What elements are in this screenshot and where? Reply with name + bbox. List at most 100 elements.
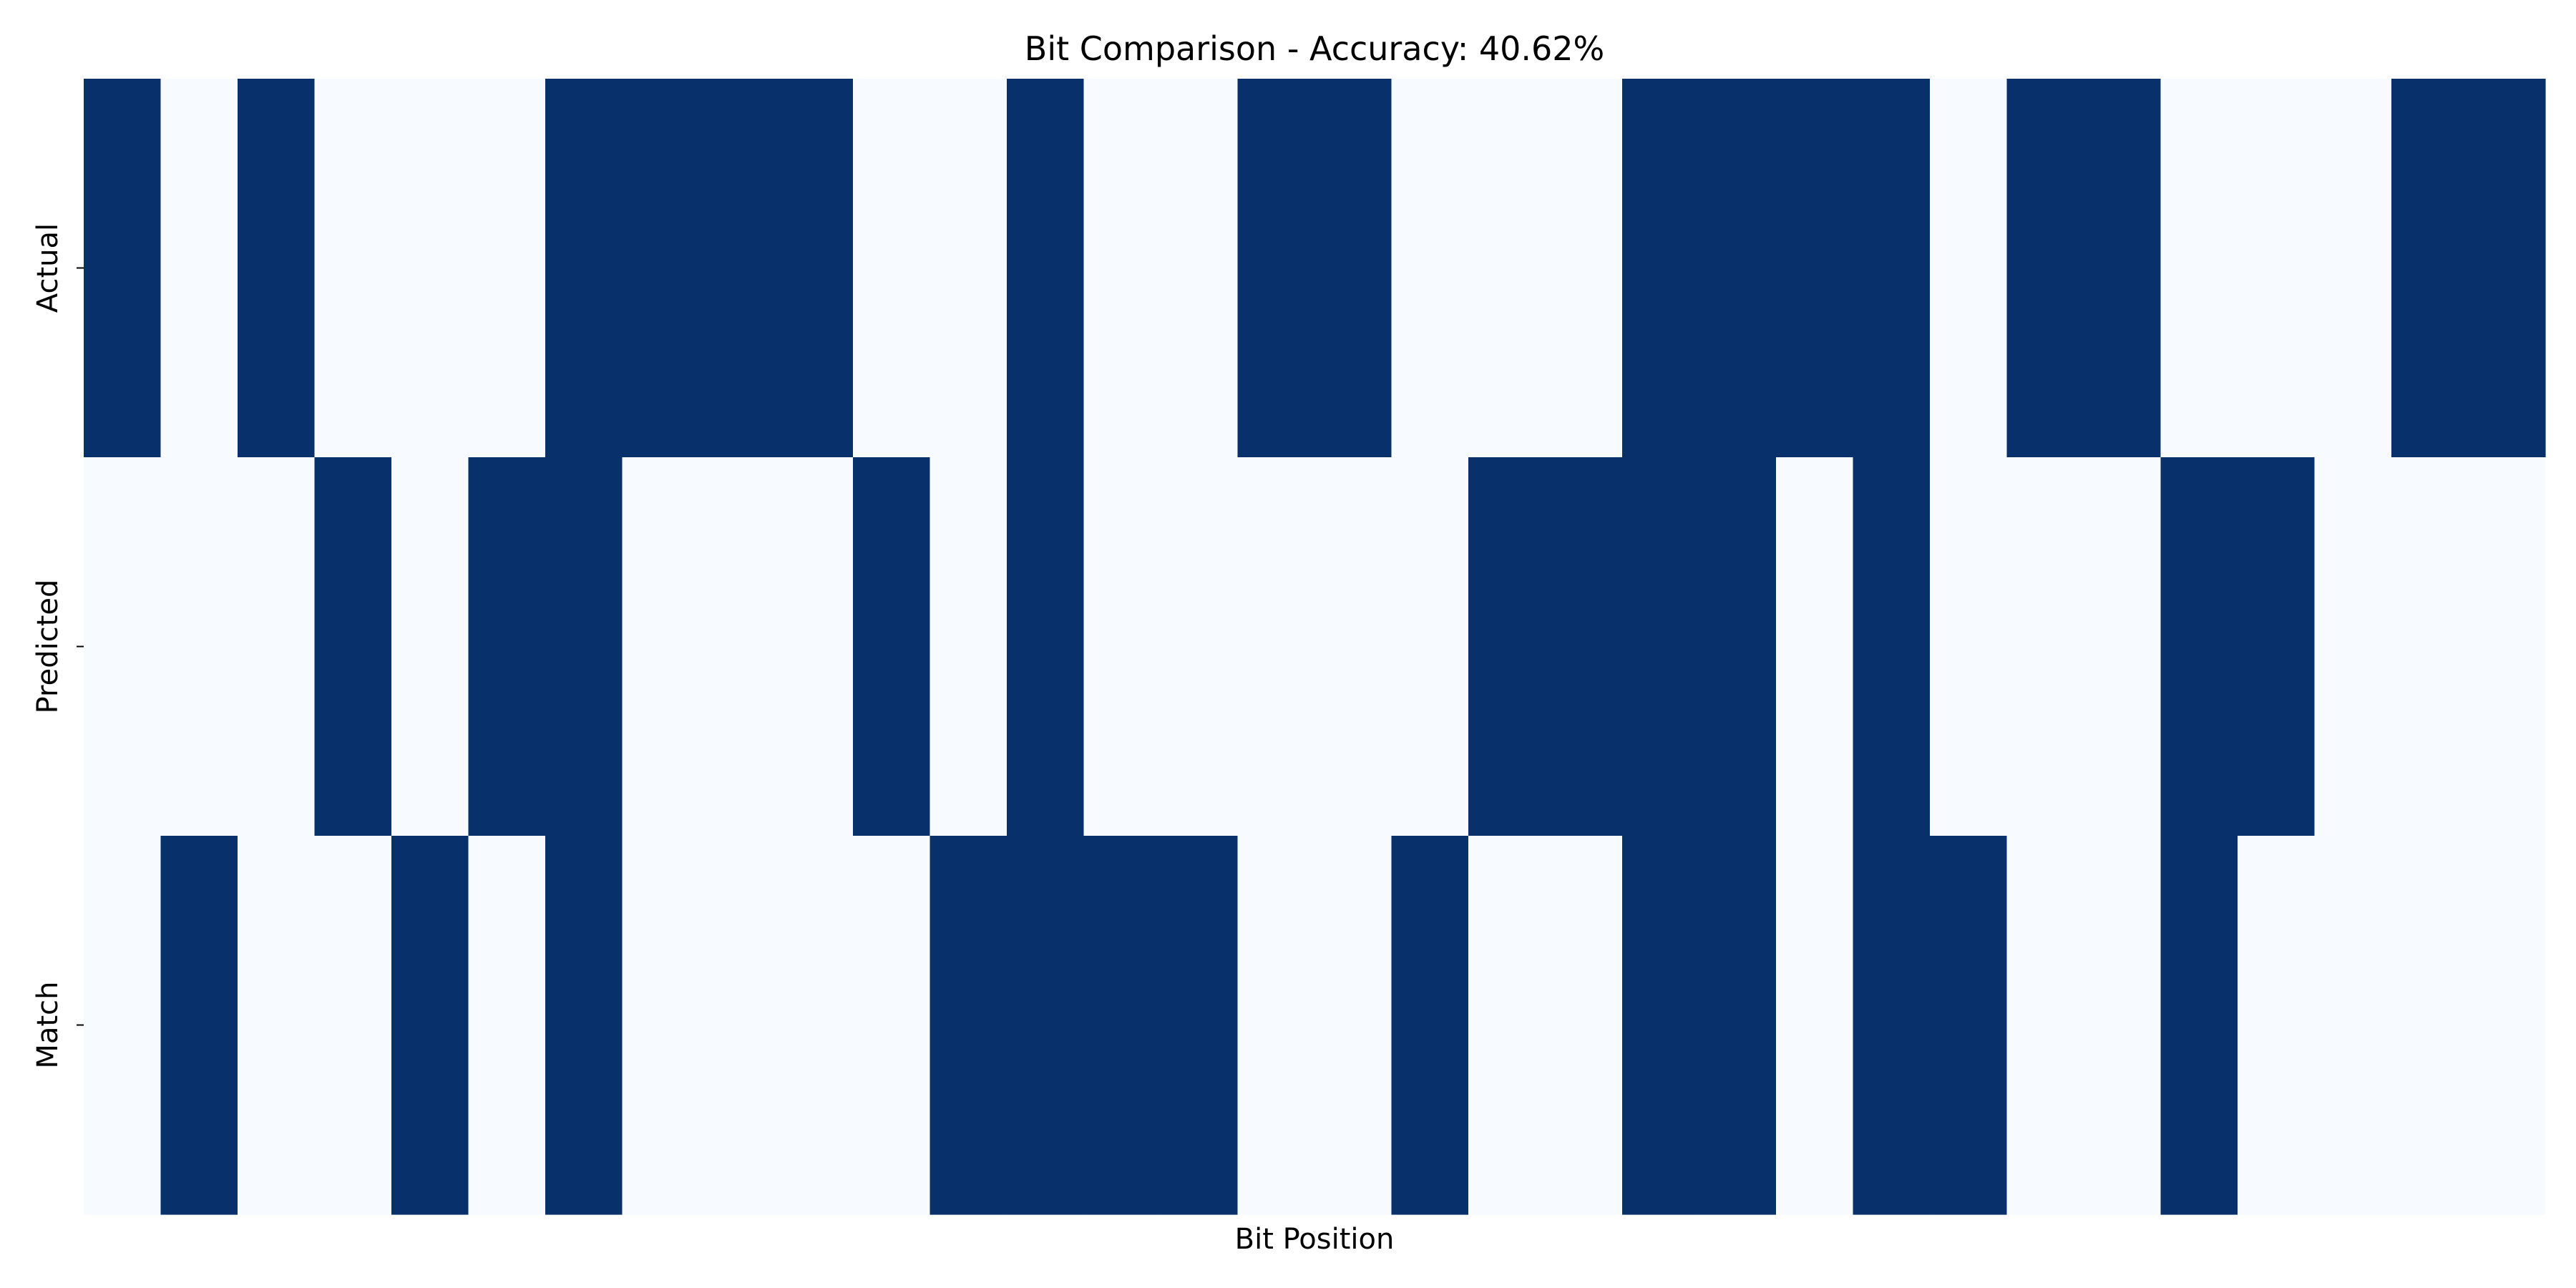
heatmap-cell-actual-0 — [84, 79, 162, 458]
heatmap-cell-match-27 — [2160, 836, 2238, 1215]
heatmap-cell-match-5 — [468, 836, 546, 1215]
heatmap-cell-predicted-21 — [1699, 457, 1777, 836]
heatmap-cell-actual-24 — [1930, 79, 2008, 458]
heatmap-cells — [84, 79, 2546, 1215]
heatmap-cell-match-6 — [545, 836, 623, 1215]
heatmap-cell-match-3 — [314, 836, 392, 1215]
heatmap-cell-match-18 — [1468, 836, 1546, 1215]
heatmap-cell-match-30 — [2391, 836, 2469, 1215]
heatmap-cell-predicted-9 — [776, 457, 854, 836]
heatmap-cell-match-25 — [2006, 836, 2084, 1215]
heatmap-cell-match-22 — [1776, 836, 1854, 1215]
heatmap-cell-predicted-15 — [1237, 457, 1315, 836]
heatmap-cell-actual-19 — [1545, 79, 1623, 458]
y-tick-label-predicted: Predicted — [31, 580, 64, 714]
heatmap-cell-actual-13 — [1083, 79, 1161, 458]
heatmap-cell-actual-17 — [1391, 79, 1469, 458]
heatmap-cell-match-24 — [1930, 836, 2008, 1215]
heatmap-cell-actual-8 — [699, 79, 777, 458]
heatmap-cell-match-16 — [1314, 836, 1392, 1215]
heatmap-cell-actual-7 — [622, 79, 700, 458]
heatmap-cell-predicted-5 — [468, 457, 546, 836]
heatmap-cell-match-2 — [238, 836, 316, 1215]
heatmap-cell-match-4 — [391, 836, 469, 1215]
heatmap-cell-match-1 — [160, 836, 238, 1215]
y-axis-ticks: Actual Predicted Match — [31, 223, 84, 1069]
heatmap-cell-predicted-19 — [1545, 457, 1623, 836]
heatmap-cell-actual-27 — [2160, 79, 2238, 458]
heatmap-cell-actual-22 — [1776, 79, 1854, 458]
heatmap-cell-predicted-3 — [314, 457, 392, 836]
heatmap-cell-actual-28 — [2238, 79, 2316, 458]
heatmap-cell-match-10 — [853, 836, 931, 1215]
heatmap-cell-actual-29 — [2314, 79, 2392, 458]
heatmap-cell-actual-25 — [2006, 79, 2084, 458]
heatmap-cell-actual-11 — [930, 79, 1008, 458]
heatmap-cell-predicted-12 — [1007, 457, 1085, 836]
heatmap-cell-predicted-10 — [853, 457, 931, 836]
heatmap-cell-predicted-22 — [1776, 457, 1854, 836]
heatmap-cell-actual-2 — [238, 79, 316, 458]
heatmap-cell-predicted-1 — [160, 457, 238, 836]
heatmap-cell-actual-4 — [391, 79, 469, 458]
heatmap-cell-match-7 — [622, 836, 700, 1215]
heatmap-cell-match-28 — [2238, 836, 2316, 1215]
heatmap-cell-match-0 — [84, 836, 162, 1215]
heatmap-cell-match-19 — [1545, 836, 1623, 1215]
heatmap-cell-predicted-11 — [930, 457, 1008, 836]
heatmap-cell-predicted-24 — [1930, 457, 2008, 836]
heatmap-cell-predicted-16 — [1314, 457, 1392, 836]
x-axis-label: Bit Position — [1235, 1223, 1395, 1256]
heatmap-cell-actual-20 — [1622, 79, 1700, 458]
heatmap-cell-predicted-31 — [2468, 457, 2546, 836]
heatmap-cell-predicted-18 — [1468, 457, 1546, 836]
heatmap-cell-match-21 — [1699, 836, 1777, 1215]
heatmap-cell-actual-3 — [314, 79, 392, 458]
chart-title: Bit Comparison - Accuracy: 40.62% — [1025, 29, 1604, 68]
y-tick-label-match: Match — [31, 981, 64, 1068]
heatmap-cell-predicted-17 — [1391, 457, 1469, 836]
heatmap-cell-actual-21 — [1699, 79, 1777, 458]
heatmap-cell-match-20 — [1622, 836, 1700, 1215]
heatmap-cell-predicted-20 — [1622, 457, 1700, 836]
heatmap-cell-actual-23 — [1853, 79, 1931, 458]
heatmap-cell-actual-26 — [2084, 79, 2162, 458]
heatmap-cell-match-8 — [699, 836, 777, 1215]
heatmap-cell-actual-6 — [545, 79, 623, 458]
heatmap-cell-actual-10 — [853, 79, 931, 458]
heatmap-cell-predicted-6 — [545, 457, 623, 836]
heatmap-cell-match-12 — [1007, 836, 1085, 1215]
heatmap-cell-match-23 — [1853, 836, 1931, 1215]
heatmap-cell-predicted-30 — [2391, 457, 2469, 836]
heatmap-cell-actual-30 — [2391, 79, 2469, 458]
heatmap-cell-actual-16 — [1314, 79, 1392, 458]
heatmap-cell-predicted-4 — [391, 457, 469, 836]
heatmap-cell-predicted-25 — [2006, 457, 2084, 836]
heatmap-cell-predicted-0 — [84, 457, 162, 836]
heatmap-cell-match-13 — [1083, 836, 1161, 1215]
heatmap-cell-predicted-23 — [1853, 457, 1931, 836]
heatmap-cell-predicted-29 — [2314, 457, 2392, 836]
heatmap-cell-actual-14 — [1161, 79, 1239, 458]
heatmap-cell-predicted-13 — [1083, 457, 1161, 836]
heatmap-cell-actual-31 — [2468, 79, 2546, 458]
heatmap-cell-actual-9 — [776, 79, 854, 458]
heatmap-cell-match-31 — [2468, 836, 2546, 1215]
heatmap-cell-actual-18 — [1468, 79, 1546, 458]
heatmap-cell-predicted-7 — [622, 457, 700, 836]
heatmap-cell-predicted-2 — [238, 457, 316, 836]
heatmap-cell-actual-15 — [1237, 79, 1315, 458]
heatmap-cell-predicted-27 — [2160, 457, 2238, 836]
heatmap-cell-predicted-8 — [699, 457, 777, 836]
heatmap-cell-match-11 — [930, 836, 1008, 1215]
heatmap-cell-actual-1 — [160, 79, 238, 458]
heatmap-cell-actual-12 — [1007, 79, 1085, 458]
heatmap-cell-actual-5 — [468, 79, 546, 458]
heatmap-cell-predicted-14 — [1161, 457, 1239, 836]
heatmap-cell-predicted-28 — [2238, 457, 2316, 836]
y-tick-label-actual: Actual — [31, 223, 64, 313]
heatmap-cell-match-29 — [2314, 836, 2392, 1215]
heatmap-cell-match-15 — [1237, 836, 1315, 1215]
heatmap-cell-predicted-26 — [2084, 457, 2162, 836]
